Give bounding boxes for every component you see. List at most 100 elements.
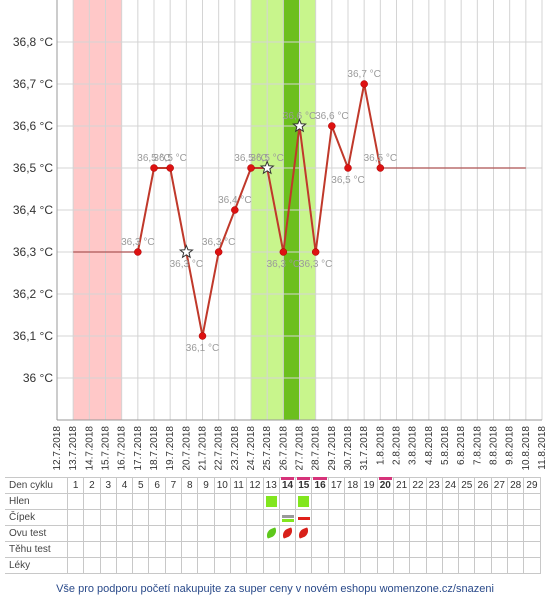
cycle-row: Těhu test	[5, 541, 541, 558]
pregnancy-test-cell	[83, 541, 101, 558]
x-tick-label: 16.7.2018	[117, 426, 128, 471]
mucus-cell	[507, 493, 525, 510]
cervix-cell	[425, 509, 443, 526]
cervix-cell	[278, 509, 297, 526]
x-tick-label: 24.7.2018	[246, 426, 257, 471]
ovu-test-cell	[132, 525, 150, 542]
y-tick-label: 36,6 °C	[13, 119, 53, 133]
mucus-cell	[295, 493, 313, 510]
day-marker	[378, 477, 392, 480]
x-tick-label: 28.7.2018	[311, 426, 322, 471]
medication-cell	[523, 557, 541, 574]
pregnancy-test-cell	[115, 541, 134, 558]
cycle-day-cell: 29	[523, 477, 541, 494]
y-tick-label: 36,4 °C	[13, 203, 53, 217]
mucus-cell	[278, 493, 297, 510]
x-tick-label: 18.7.2018	[149, 426, 160, 471]
pregnancy-test-cell	[311, 541, 329, 558]
mucus-cell	[409, 493, 427, 510]
cycle-day-cell: 3	[99, 477, 117, 494]
x-tick-label: 27.7.2018	[295, 426, 306, 471]
mucus-cell	[181, 493, 199, 510]
medication-cell	[164, 557, 183, 574]
mucus-cell	[360, 493, 378, 510]
cycle-row-label: Den cyklu	[5, 477, 68, 494]
data-point	[231, 206, 239, 214]
data-label: 36,3 °C	[299, 259, 332, 270]
ovu-test-cell	[523, 525, 541, 542]
pregnancy-test-cell	[425, 541, 443, 558]
medication-cell	[409, 557, 427, 574]
cycle-day-cell: 6	[148, 477, 166, 494]
pregnancy-test-cell	[344, 541, 362, 558]
ovu-test-cell	[164, 525, 183, 542]
cervix-cell	[376, 509, 394, 526]
cervix-cell	[66, 509, 85, 526]
medication-cell	[392, 557, 411, 574]
ovu-test-cell	[262, 525, 280, 542]
mucus-cell	[376, 493, 394, 510]
ovu-test-cell	[246, 525, 264, 542]
x-tick-label: 21.7.2018	[198, 426, 209, 471]
ovu-test-cell	[441, 525, 460, 542]
data-label: 36,6 °C	[315, 111, 348, 122]
data-point	[214, 248, 223, 256]
medication-cell	[458, 557, 476, 574]
pregnancy-test-cell	[132, 541, 150, 558]
pregnancy-test-cell	[441, 541, 460, 558]
pregnancy-test-cell	[458, 541, 476, 558]
ovu-test-cell	[278, 525, 297, 542]
y-tick-label: 36,7 °C	[13, 77, 53, 91]
cycle-row-label: Čípek	[5, 509, 68, 526]
ovu-test-cell	[311, 525, 329, 542]
ovu-test-cell	[115, 525, 134, 542]
day-marker	[280, 477, 295, 480]
cycle-day-cell: 21	[392, 477, 411, 494]
ovu-test-cell	[197, 525, 215, 542]
mucus-cell	[523, 493, 541, 510]
medication-cell	[229, 557, 248, 574]
ovu-test-cell	[83, 525, 101, 542]
pregnancy-test-cell	[246, 541, 264, 558]
medication-cell	[213, 557, 231, 574]
cycle-day-cell: 14	[278, 477, 297, 494]
data-label: 36,1 °C	[186, 343, 219, 354]
x-tick-label: 26.7.2018	[278, 426, 289, 471]
cervix-cell	[229, 509, 248, 526]
data-point	[328, 122, 336, 130]
cervix-cell	[523, 509, 541, 526]
x-tick-label: 15.7.2018	[101, 426, 112, 471]
star-marker	[178, 244, 194, 259]
x-tick-label: 14.7.2018	[84, 426, 95, 471]
footer-promo-text[interactable]: Vše pro podporu početí nakupujte za supe…	[56, 583, 494, 595]
medication-cell	[425, 557, 443, 574]
y-tick-label: 36,1 °C	[13, 329, 53, 343]
x-tick-label: 3.8.2018	[408, 426, 419, 465]
cycle-day-cell: 12	[246, 477, 264, 494]
mucus-cell	[458, 493, 476, 510]
cervix-cell	[392, 509, 411, 526]
cycle-day-cell: 10	[213, 477, 231, 494]
medication-cell	[311, 557, 329, 574]
cycle-day-cell: 8	[181, 477, 199, 494]
cervix-cell	[507, 509, 525, 526]
cycle-day-cell: 18	[344, 477, 362, 494]
ovu-test-cell	[181, 525, 199, 542]
mucus-indicator	[298, 495, 310, 507]
star-marker	[292, 118, 307, 133]
x-tick-label: 23.7.2018	[230, 426, 241, 471]
y-tick-label: 36 °C	[23, 371, 53, 385]
cycle-row: Den cyklu 1 2 3 4 5 6 7 8 9 10 11 12 13 14 15 16 17 18 19 20…	[5, 477, 541, 494]
mucus-cell	[327, 493, 346, 510]
x-tick-label: 8.8.2018	[489, 426, 500, 465]
mucus-cell	[474, 493, 492, 510]
ovu-test-cell	[148, 525, 166, 542]
medication-cell	[246, 557, 264, 574]
ovu-test-cell	[229, 525, 248, 542]
cervix-cell	[441, 509, 460, 526]
x-tick-label: 19.7.2018	[165, 426, 176, 471]
cycle-day-cell: 25	[458, 477, 476, 494]
pregnancy-test-cell	[409, 541, 427, 558]
ovu-test-cell	[474, 525, 492, 542]
cycle-day-cell: 5	[132, 477, 150, 494]
